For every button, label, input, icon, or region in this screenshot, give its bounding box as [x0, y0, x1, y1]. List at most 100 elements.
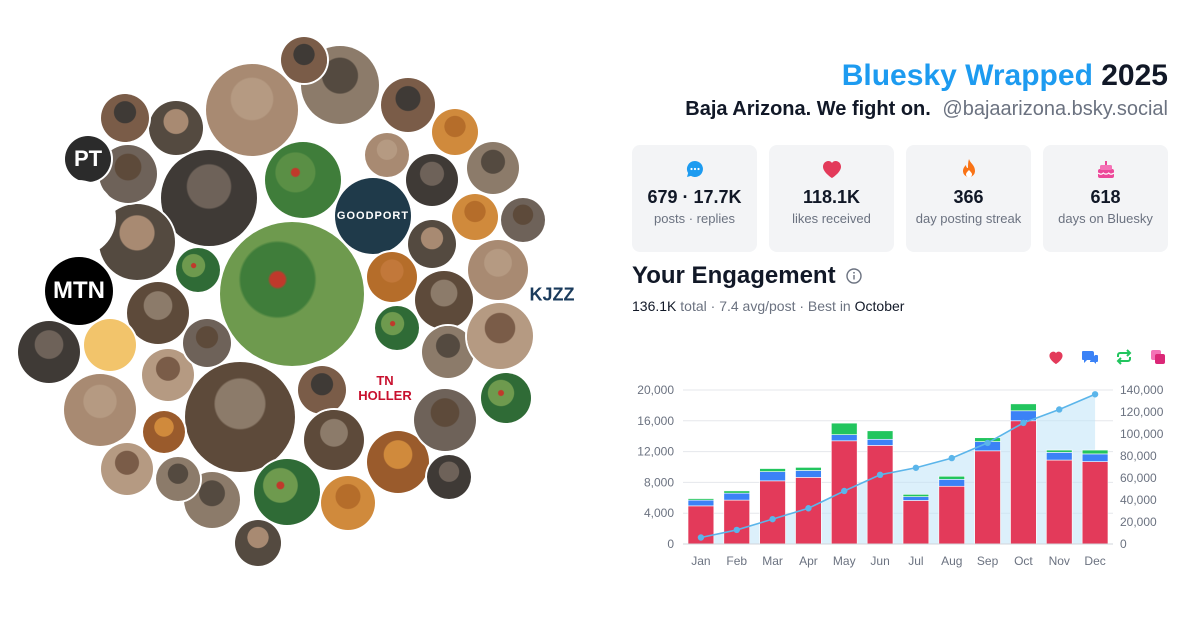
avatar	[467, 303, 533, 369]
cumulative-point	[697, 534, 705, 541]
bar-segment	[938, 475, 965, 480]
avg-per-post: 7.4 avg/post	[719, 298, 796, 314]
y-right-tick-label: 80,000	[1120, 449, 1157, 463]
logo-text: GOODPORT	[336, 210, 410, 222]
avatar	[501, 198, 545, 242]
avatar	[18, 321, 80, 383]
chart-legend	[1046, 347, 1168, 367]
cake-icon	[1043, 157, 1168, 181]
display-name: Baja Arizona. We fight on.	[685, 98, 931, 120]
avatar	[254, 459, 320, 525]
y-left-tick-label: 16,000	[637, 414, 674, 428]
avatar	[281, 37, 327, 83]
kjzz-logo: KJZZ	[524, 267, 580, 323]
y-left-tick-label: 20,000	[637, 383, 674, 397]
x-tick-label: May	[833, 554, 856, 568]
flame-icon	[906, 157, 1031, 181]
avatar	[206, 64, 298, 156]
total-label: total	[680, 298, 707, 314]
tn-holler-logo: TN HOLLER	[357, 360, 413, 416]
handle: @bajaarizona.bsky.social	[942, 98, 1168, 120]
x-tick-label: Jun	[870, 554, 889, 568]
stat-days: 618 days on Bluesky	[1043, 145, 1168, 252]
avatar	[183, 319, 231, 367]
bar-segment	[795, 467, 822, 471]
total-value: 136.1K	[632, 298, 677, 314]
x-tick-label: Oct	[1014, 554, 1033, 568]
stat-label: posts · replies	[654, 211, 735, 226]
stat-value: 679 · 17.7K	[647, 187, 742, 207]
x-tick-label: Dec	[1084, 554, 1105, 568]
bar-segment	[759, 468, 786, 472]
cumulative-point	[912, 464, 920, 471]
cumulative-line	[700, 393, 1096, 539]
mtn-logo: MTN	[45, 257, 113, 325]
avatar	[143, 411, 185, 453]
info-icon[interactable]	[845, 268, 862, 284]
bar-segment	[974, 450, 1001, 545]
avatar	[415, 271, 473, 329]
avatar	[375, 306, 419, 350]
y-right-tick-label: 20,000	[1120, 515, 1157, 529]
y-right-tick-label: 60,000	[1120, 471, 1157, 485]
cumulative-point	[733, 526, 740, 534]
bar-segment	[866, 445, 894, 545]
profile-line: Baja Arizona. We fight on. @bajaarizona.…	[685, 96, 1168, 122]
avatar	[452, 194, 498, 240]
bar-segment	[1010, 403, 1037, 412]
avatar	[422, 326, 474, 378]
bar-segment	[902, 496, 930, 501]
bar-segment	[831, 422, 858, 435]
reply-icon	[1080, 347, 1100, 367]
x-tick-label: Nov	[1049, 554, 1070, 568]
title-year: 2025	[1101, 59, 1168, 92]
avatar	[265, 142, 341, 218]
avatar	[467, 142, 519, 194]
avatar	[367, 431, 429, 493]
avatar	[432, 109, 478, 155]
x-tick-label: Sep	[977, 554, 999, 568]
bar-segment	[831, 434, 858, 442]
y-right-tick-label: 40,000	[1120, 493, 1157, 507]
goodport-logo: GOODPORT	[335, 178, 411, 254]
best-month: October	[854, 298, 905, 314]
page-title: Bluesky Wrapped 2025	[685, 58, 1168, 94]
stat-posts: 679 · 17.7K posts · replies	[632, 145, 757, 252]
avatar	[468, 240, 528, 300]
stat-streak: 366 day posting streak	[906, 145, 1031, 252]
repost-icon	[1114, 347, 1134, 367]
x-tick-label: Feb	[726, 554, 747, 568]
avatar	[161, 150, 257, 246]
y-left-tick-label: 12,000	[637, 445, 674, 459]
y-right-tick-label: 0	[1120, 537, 1127, 551]
avatar	[64, 374, 136, 446]
stat-label: days on Bluesky	[1058, 211, 1153, 226]
bar-segment	[938, 479, 965, 487]
bar-segment	[1046, 449, 1073, 453]
engagement-chart: 0 4,000 8,000 12,000 16,000 20,000 0 20,000 40,0…	[637, 383, 1163, 568]
avatar-cluster: GOODPORT MTN PT TN HOLLER KJZZ	[18, 37, 580, 566]
quote-icon	[1148, 347, 1168, 367]
x-tick-label: Jul	[908, 554, 923, 568]
bar-segment	[723, 490, 750, 494]
bar-segment	[687, 498, 715, 501]
avatar	[427, 455, 471, 499]
bar-segment	[1081, 449, 1109, 455]
y-left-tick-label: 4,000	[644, 506, 674, 520]
stats-row: 679 · 17.7K posts · replies 118.1K likes…	[632, 145, 1168, 252]
bar-segment	[1046, 459, 1073, 545]
cumulative-point	[769, 515, 776, 523]
avatar	[127, 282, 189, 344]
y-left-tick-label: 8,000	[644, 475, 674, 489]
avatar	[84, 319, 136, 371]
heart-icon	[769, 157, 894, 181]
logo-text: TN HOLLER	[358, 373, 412, 403]
engagement-summary: 136.1K total · 7.4 avg/post · Best in Oc…	[632, 298, 905, 314]
bar-segment	[902, 500, 930, 545]
bar-segment	[1081, 453, 1109, 462]
stat-label: likes received	[792, 211, 871, 226]
bar-segment	[1046, 452, 1073, 461]
x-tick-label: Mar	[762, 554, 783, 568]
speech-bubble-icon	[632, 157, 757, 181]
cumulative-point	[841, 487, 848, 495]
